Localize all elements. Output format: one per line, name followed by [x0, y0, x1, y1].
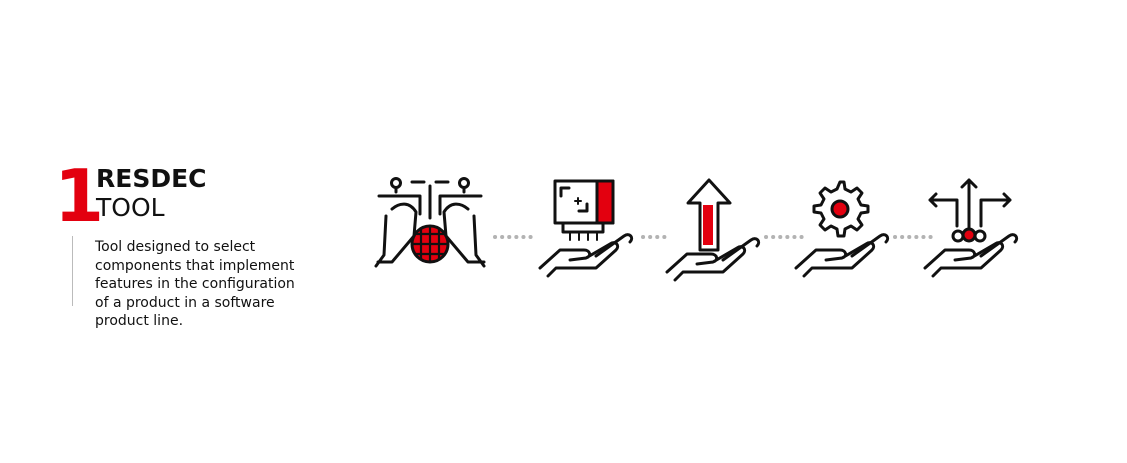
description-line: of a product in a software: [95, 294, 275, 311]
hand-gear-icon: [794, 180, 890, 278]
description: Tool designed to select components that …: [95, 238, 307, 331]
hand-upload-arrow-icon: [665, 178, 761, 282]
hand-screen-icon: [538, 179, 634, 278]
description-line: Tool designed to select: [95, 239, 256, 255]
description-line: components that implement: [95, 257, 295, 274]
title-line-1: RESDEC: [96, 164, 207, 193]
description-line: features in the configuration: [95, 276, 295, 292]
hand-options-icon: [923, 178, 1019, 278]
description-line: product line.: [95, 313, 184, 329]
divider-line: [72, 236, 73, 306]
hands-globe-circuit-icon: [374, 177, 486, 268]
process-icons: [374, 177, 1019, 282]
step-number: 1: [54, 154, 104, 238]
step-title: RESDEC TOOL: [96, 164, 207, 222]
title-line-2: TOOL: [96, 193, 165, 222]
